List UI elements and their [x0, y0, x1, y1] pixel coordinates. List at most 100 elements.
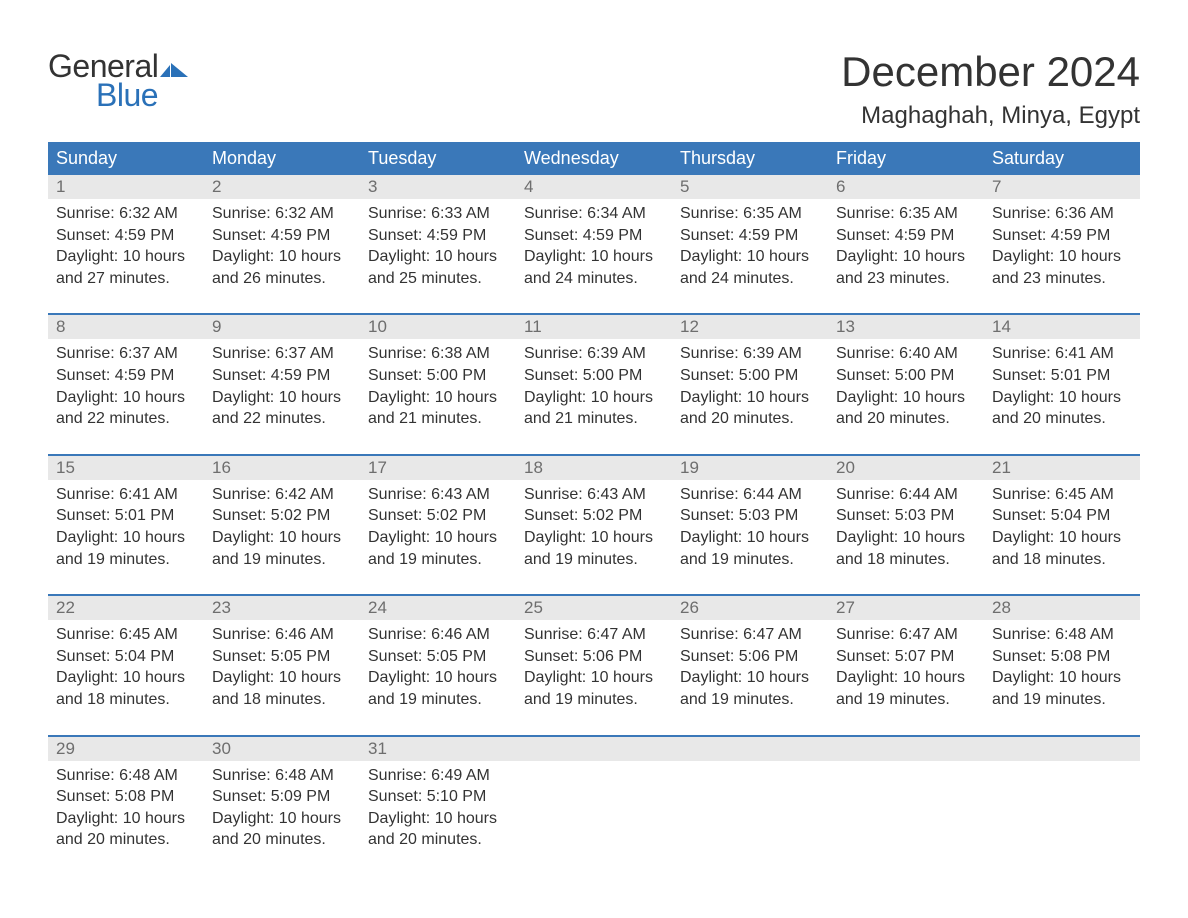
day-cell: Sunrise: 6:47 AMSunset: 5:06 PMDaylight:… — [516, 620, 672, 734]
day-number — [828, 737, 984, 761]
day-number: 25 — [516, 596, 672, 620]
daylight-line: Daylight: 10 hours and 21 minutes. — [368, 387, 508, 430]
sunrise-line: Sunrise: 6:43 AM — [368, 484, 508, 506]
day-number: 12 — [672, 315, 828, 339]
sunset-line: Sunset: 5:09 PM — [212, 786, 352, 808]
sunset-line: Sunset: 5:03 PM — [680, 505, 820, 527]
day-cell: Sunrise: 6:39 AMSunset: 5:00 PMDaylight:… — [672, 339, 828, 453]
day-number: 14 — [984, 315, 1140, 339]
daylight-line: Daylight: 10 hours and 22 minutes. — [56, 387, 196, 430]
day-cell: Sunrise: 6:46 AMSunset: 5:05 PMDaylight:… — [360, 620, 516, 734]
sunrise-line: Sunrise: 6:38 AM — [368, 343, 508, 365]
day-number — [672, 737, 828, 761]
sunrise-line: Sunrise: 6:32 AM — [212, 203, 352, 225]
sunset-line: Sunset: 4:59 PM — [56, 365, 196, 387]
daylight-line: Daylight: 10 hours and 20 minutes. — [212, 808, 352, 851]
daylight-line: Daylight: 10 hours and 19 minutes. — [524, 667, 664, 710]
day-header: Saturday — [984, 142, 1140, 175]
sunrise-line: Sunrise: 6:45 AM — [992, 484, 1132, 506]
daylight-line: Daylight: 10 hours and 19 minutes. — [56, 527, 196, 570]
day-cell: Sunrise: 6:32 AMSunset: 4:59 PMDaylight:… — [48, 199, 204, 313]
sunset-line: Sunset: 5:05 PM — [212, 646, 352, 668]
day-number — [984, 737, 1140, 761]
day-number: 11 — [516, 315, 672, 339]
sunrise-line: Sunrise: 6:40 AM — [836, 343, 976, 365]
day-number: 8 — [48, 315, 204, 339]
day-header: Wednesday — [516, 142, 672, 175]
sunrise-line: Sunrise: 6:39 AM — [680, 343, 820, 365]
daylight-line: Daylight: 10 hours and 20 minutes. — [836, 387, 976, 430]
day-number: 13 — [828, 315, 984, 339]
day-number: 19 — [672, 456, 828, 480]
daylight-line: Daylight: 10 hours and 23 minutes. — [836, 246, 976, 289]
daylight-line: Daylight: 10 hours and 24 minutes. — [680, 246, 820, 289]
sunrise-line: Sunrise: 6:42 AM — [212, 484, 352, 506]
day-header: Thursday — [672, 142, 828, 175]
day-cell: Sunrise: 6:48 AMSunset: 5:08 PMDaylight:… — [48, 761, 204, 875]
sunset-line: Sunset: 5:03 PM — [836, 505, 976, 527]
day-number: 3 — [360, 175, 516, 199]
day-cell: Sunrise: 6:49 AMSunset: 5:10 PMDaylight:… — [360, 761, 516, 875]
sunset-line: Sunset: 5:10 PM — [368, 786, 508, 808]
day-cell: Sunrise: 6:38 AMSunset: 5:00 PMDaylight:… — [360, 339, 516, 453]
day-cell: Sunrise: 6:48 AMSunset: 5:08 PMDaylight:… — [984, 620, 1140, 734]
daylight-line: Daylight: 10 hours and 21 minutes. — [524, 387, 664, 430]
sunrise-line: Sunrise: 6:39 AM — [524, 343, 664, 365]
day-number: 7 — [984, 175, 1140, 199]
day-cell: Sunrise: 6:41 AMSunset: 5:01 PMDaylight:… — [48, 480, 204, 594]
day-cell: Sunrise: 6:47 AMSunset: 5:06 PMDaylight:… — [672, 620, 828, 734]
daylight-line: Daylight: 10 hours and 19 minutes. — [368, 527, 508, 570]
week-content-row: Sunrise: 6:32 AMSunset: 4:59 PMDaylight:… — [48, 199, 1140, 313]
sunrise-line: Sunrise: 6:46 AM — [368, 624, 508, 646]
day-number: 6 — [828, 175, 984, 199]
day-number: 31 — [360, 737, 516, 761]
day-number: 15 — [48, 456, 204, 480]
sunrise-line: Sunrise: 6:32 AM — [56, 203, 196, 225]
sunset-line: Sunset: 4:59 PM — [836, 225, 976, 247]
day-cell: Sunrise: 6:44 AMSunset: 5:03 PMDaylight:… — [672, 480, 828, 594]
sunset-line: Sunset: 5:00 PM — [368, 365, 508, 387]
sunset-line: Sunset: 5:02 PM — [212, 505, 352, 527]
sunset-line: Sunset: 5:04 PM — [992, 505, 1132, 527]
week-content-row: Sunrise: 6:45 AMSunset: 5:04 PMDaylight:… — [48, 620, 1140, 734]
sunrise-line: Sunrise: 6:49 AM — [368, 765, 508, 787]
day-number: 4 — [516, 175, 672, 199]
sunset-line: Sunset: 4:59 PM — [992, 225, 1132, 247]
sunset-line: Sunset: 5:00 PM — [524, 365, 664, 387]
header: General Blue December 2024 Maghaghah, Mi… — [48, 48, 1140, 130]
month-title: December 2024 — [841, 48, 1140, 96]
sunset-line: Sunset: 5:04 PM — [56, 646, 196, 668]
day-cell: Sunrise: 6:42 AMSunset: 5:02 PMDaylight:… — [204, 480, 360, 594]
sunrise-line: Sunrise: 6:47 AM — [836, 624, 976, 646]
sunrise-line: Sunrise: 6:47 AM — [680, 624, 820, 646]
day-number: 18 — [516, 456, 672, 480]
day-number: 2 — [204, 175, 360, 199]
day-number: 22 — [48, 596, 204, 620]
day-cell: Sunrise: 6:46 AMSunset: 5:05 PMDaylight:… — [204, 620, 360, 734]
sunset-line: Sunset: 5:00 PM — [680, 365, 820, 387]
daylight-line: Daylight: 10 hours and 19 minutes. — [524, 527, 664, 570]
day-number-row: 1234567 — [48, 175, 1140, 199]
daylight-line: Daylight: 10 hours and 18 minutes. — [212, 667, 352, 710]
daylight-line: Daylight: 10 hours and 19 minutes. — [836, 667, 976, 710]
day-number: 16 — [204, 456, 360, 480]
sunrise-line: Sunrise: 6:37 AM — [212, 343, 352, 365]
daylight-line: Daylight: 10 hours and 22 minutes. — [212, 387, 352, 430]
daylight-line: Daylight: 10 hours and 26 minutes. — [212, 246, 352, 289]
sunset-line: Sunset: 5:06 PM — [524, 646, 664, 668]
daylight-line: Daylight: 10 hours and 20 minutes. — [992, 387, 1132, 430]
title-block: December 2024 Maghaghah, Minya, Egypt — [841, 48, 1140, 130]
day-cell: Sunrise: 6:44 AMSunset: 5:03 PMDaylight:… — [828, 480, 984, 594]
day-cell: Sunrise: 6:33 AMSunset: 4:59 PMDaylight:… — [360, 199, 516, 313]
day-cell-empty — [672, 761, 828, 875]
day-number: 20 — [828, 456, 984, 480]
daylight-line: Daylight: 10 hours and 20 minutes. — [368, 808, 508, 851]
sunset-line: Sunset: 5:08 PM — [992, 646, 1132, 668]
day-number: 29 — [48, 737, 204, 761]
week-content-row: Sunrise: 6:48 AMSunset: 5:08 PMDaylight:… — [48, 761, 1140, 875]
sunrise-line: Sunrise: 6:46 AM — [212, 624, 352, 646]
sunrise-line: Sunrise: 6:44 AM — [680, 484, 820, 506]
day-cell-empty — [516, 761, 672, 875]
sunset-line: Sunset: 4:59 PM — [368, 225, 508, 247]
sunset-line: Sunset: 5:01 PM — [56, 505, 196, 527]
